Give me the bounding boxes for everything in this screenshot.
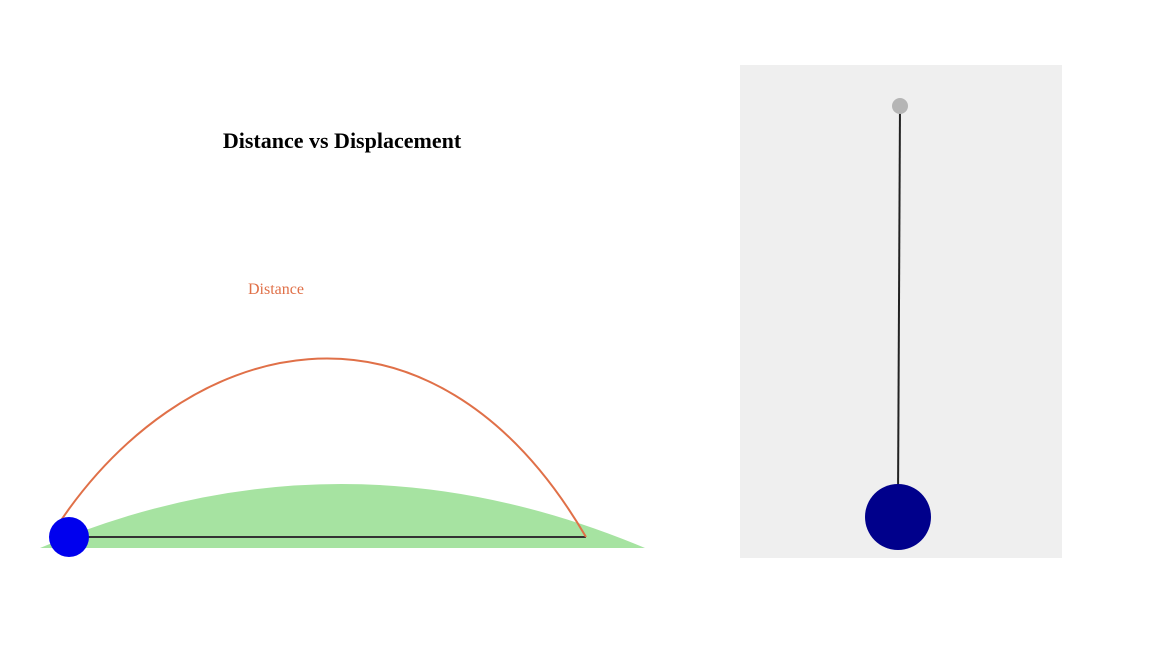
- distance-label: Distance: [248, 281, 304, 298]
- pendulum-panel: [740, 65, 1062, 558]
- distance-path: [49, 357, 587, 538]
- pendulum-diagram: [740, 65, 1062, 558]
- diagram-title: Distance vs Displacement: [223, 128, 462, 153]
- pendulum-rod: [897, 105, 901, 501]
- hill-shape: [40, 484, 645, 548]
- pivot-icon: [892, 98, 908, 114]
- distance-diagram: Distance vs Displacement Distance: [40, 128, 645, 557]
- ball-icon: [49, 517, 89, 557]
- bob-icon: [865, 484, 931, 550]
